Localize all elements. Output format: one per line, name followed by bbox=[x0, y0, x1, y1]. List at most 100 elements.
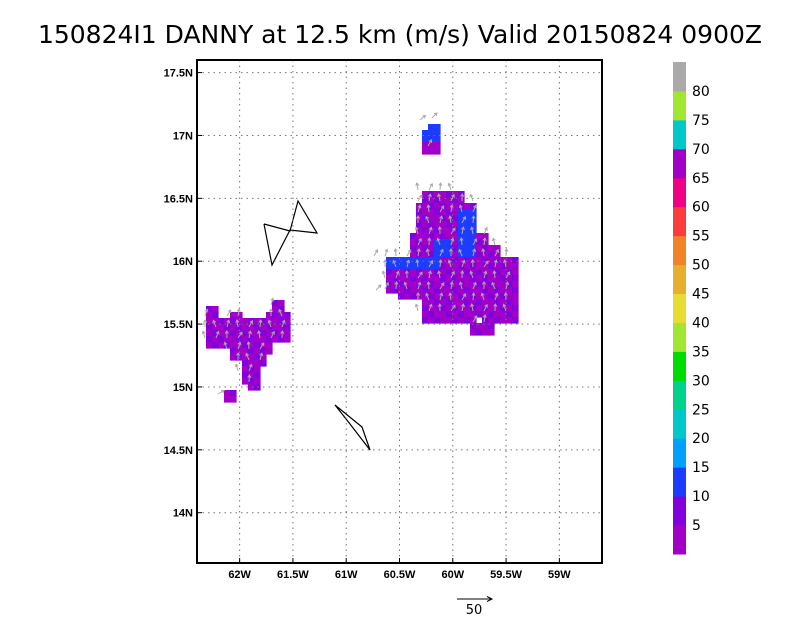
colorbar-label: 75 bbox=[692, 113, 710, 129]
speed-cell bbox=[206, 336, 213, 343]
speed-cell bbox=[452, 203, 459, 210]
wind-vector-head bbox=[473, 238, 478, 243]
wind-vector-head bbox=[481, 281, 487, 285]
wind-vector-head bbox=[469, 270, 474, 275]
wind-vector-head bbox=[259, 352, 264, 357]
wind-vector-head bbox=[483, 270, 488, 275]
speed-cell bbox=[428, 209, 435, 216]
wind-vector bbox=[204, 309, 208, 317]
y-tick-label: 16N bbox=[173, 256, 193, 268]
speed-cell bbox=[242, 324, 249, 331]
speed-cell bbox=[482, 293, 489, 300]
x-tick-label: 60.5W bbox=[384, 569, 416, 581]
speed-cell bbox=[266, 330, 273, 337]
wind-vector bbox=[428, 260, 433, 268]
speed-cell bbox=[446, 233, 453, 240]
speed-cell bbox=[392, 275, 399, 282]
speed-cell bbox=[464, 245, 471, 252]
speed-cell bbox=[494, 245, 501, 252]
speed-cell bbox=[452, 287, 459, 294]
speed-cell bbox=[422, 239, 429, 246]
wind-vector-head bbox=[270, 297, 275, 302]
speed-cell bbox=[500, 299, 507, 306]
speed-cell bbox=[470, 203, 477, 210]
speed-cell bbox=[224, 396, 231, 403]
wind-vector-head bbox=[492, 270, 497, 274]
wind-vector bbox=[439, 205, 445, 213]
colorbar-label: 10 bbox=[692, 489, 710, 505]
speed-cell bbox=[404, 275, 411, 282]
wind-vector-head bbox=[502, 303, 507, 308]
speed-cell bbox=[266, 312, 273, 319]
wind-vector bbox=[258, 331, 261, 339]
wind-vector-head bbox=[239, 331, 243, 336]
wind-vector-head bbox=[491, 281, 496, 286]
wind-vector bbox=[212, 320, 217, 328]
speed-cell bbox=[452, 257, 459, 264]
wind-vector-head bbox=[425, 248, 430, 253]
speed-cell bbox=[428, 191, 435, 198]
speed-cell bbox=[488, 311, 495, 318]
wind-vector-head bbox=[237, 341, 242, 346]
wind-vector bbox=[471, 304, 474, 312]
wind-vector-head bbox=[381, 270, 386, 275]
speed-cell bbox=[482, 275, 489, 282]
speed-cell bbox=[254, 366, 261, 373]
speed-cell bbox=[428, 227, 435, 234]
speed-cell bbox=[476, 239, 483, 246]
speed-cell bbox=[440, 209, 447, 216]
wind-vector bbox=[419, 115, 426, 121]
wind-vector-head bbox=[395, 270, 400, 275]
speed-cell bbox=[440, 197, 447, 204]
speed-cell bbox=[398, 257, 405, 264]
speed-cell bbox=[434, 269, 441, 276]
speed-cell bbox=[410, 239, 417, 246]
wind-vector-head bbox=[416, 292, 421, 296]
speed-cell bbox=[512, 257, 519, 264]
colorbar-swatch bbox=[673, 496, 686, 526]
wind-vector-head bbox=[415, 182, 420, 187]
speed-cell bbox=[452, 191, 459, 198]
speed-cell bbox=[422, 257, 429, 264]
wind-vector-head bbox=[426, 281, 431, 285]
speed-cell bbox=[464, 263, 471, 270]
speed-cell bbox=[428, 257, 435, 264]
wind-vector-head bbox=[416, 248, 421, 253]
speed-cell bbox=[248, 348, 255, 355]
colorbar-label: 40 bbox=[692, 315, 710, 331]
speed-cell bbox=[428, 215, 435, 222]
speed-cell bbox=[434, 263, 441, 270]
speed-cell bbox=[254, 342, 261, 349]
speed-cell bbox=[416, 221, 423, 228]
wind-vector bbox=[494, 260, 497, 268]
speed-cell bbox=[446, 263, 453, 270]
speed-cell bbox=[494, 263, 501, 270]
wind-vector bbox=[248, 320, 253, 328]
speed-cell bbox=[440, 239, 447, 246]
speed-cell bbox=[416, 287, 423, 294]
speed-cell bbox=[446, 227, 453, 234]
wind-vector bbox=[481, 293, 485, 301]
speed-cell bbox=[488, 293, 495, 300]
colorbar-label: 45 bbox=[692, 287, 710, 303]
speed-cell bbox=[476, 257, 483, 264]
speed-cell bbox=[422, 233, 429, 240]
wind-vector-head bbox=[439, 292, 444, 297]
speed-cell bbox=[476, 281, 483, 288]
speed-cell bbox=[434, 136, 441, 143]
speed-cell bbox=[230, 318, 237, 325]
wind-vector-head bbox=[268, 308, 274, 312]
speed-cell bbox=[458, 209, 465, 216]
wind-vector bbox=[460, 237, 463, 246]
speed-cell bbox=[428, 203, 435, 210]
wind-vector-head bbox=[437, 303, 442, 307]
speed-cell bbox=[464, 299, 471, 306]
speed-cell bbox=[512, 263, 519, 270]
island-coastline bbox=[263, 199, 319, 267]
colorbar-label: 60 bbox=[692, 200, 710, 216]
speed-cell bbox=[398, 263, 405, 270]
speed-cell bbox=[464, 257, 471, 264]
speed-cell bbox=[500, 293, 507, 300]
speed-cell bbox=[464, 227, 471, 234]
speed-cell bbox=[428, 233, 435, 240]
